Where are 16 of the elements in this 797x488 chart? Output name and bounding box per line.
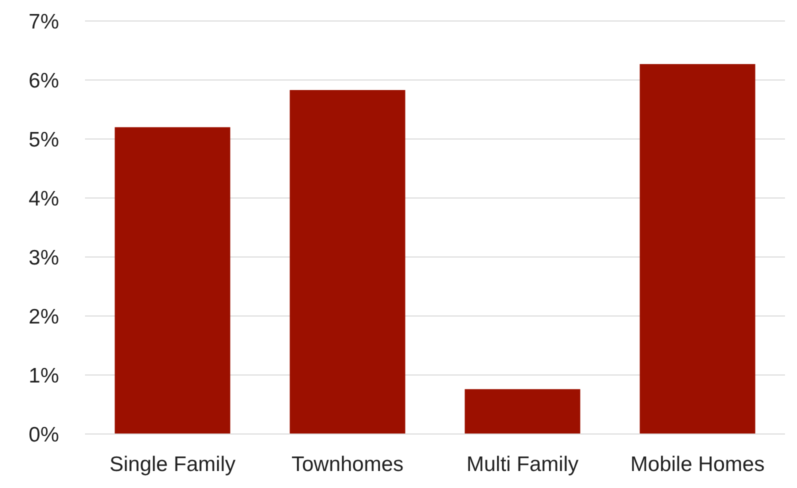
y-tick-label: 7% xyxy=(28,10,59,34)
x-tick-label: Townhomes xyxy=(291,453,404,476)
y-tick-label: 2% xyxy=(28,305,59,328)
y-tick-label: 5% xyxy=(28,128,59,152)
x-tick-label: Single Family xyxy=(109,453,236,476)
y-tick-label: 0% xyxy=(28,423,59,446)
bar xyxy=(114,127,230,434)
x-tick-label: Mobile Homes xyxy=(630,453,765,476)
bar xyxy=(290,90,406,434)
y-tick-label: 1% xyxy=(28,364,59,388)
y-tick-label: 3% xyxy=(28,246,59,270)
bar xyxy=(464,389,580,434)
y-tick-label: 6% xyxy=(28,69,59,92)
y-tick-label: 4% xyxy=(28,187,59,210)
bar xyxy=(640,64,756,434)
x-tick-label: Multi Family xyxy=(466,453,579,476)
